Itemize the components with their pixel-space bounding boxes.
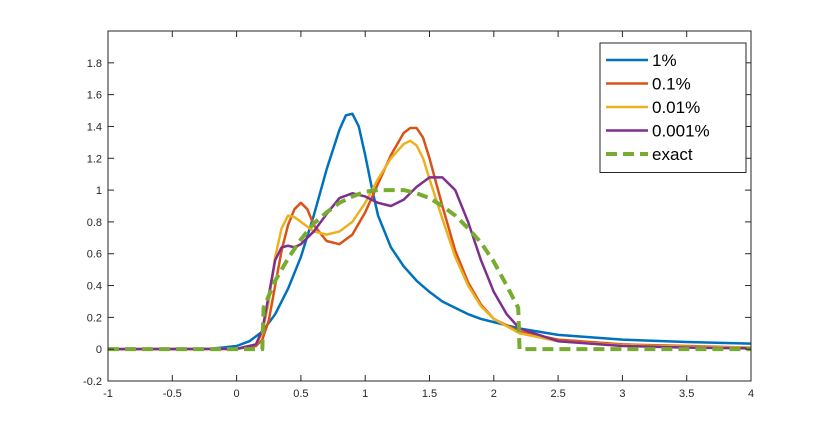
x-tick-label: 3.5 (679, 388, 694, 400)
legend-label: 0.01% (652, 98, 700, 117)
series-line-2 (107, 139, 752, 351)
x-tick-label: 0.5 (293, 388, 308, 400)
x-tick-label: 1 (362, 388, 368, 400)
x-tick-label: -0.5 (163, 388, 182, 400)
y-tick-label: 1.4 (87, 121, 102, 133)
y-tick-label: 1.8 (87, 58, 102, 70)
x-tick-label: 1.5 (422, 388, 437, 400)
y-tick-label: 0.4 (87, 281, 102, 293)
y-tick-label: 1 (96, 185, 102, 197)
x-tick-label: -1 (103, 388, 113, 400)
y-tick-label: 0.6 (87, 249, 102, 261)
legend: 1% 0.1% 0.01% 0.001% exact (599, 42, 747, 173)
x-tick-label: 0 (234, 388, 240, 400)
series-line-3 (107, 176, 752, 351)
series-line-4 (108, 188, 751, 352)
y-tick-label: 1.2 (87, 153, 102, 165)
y-tick-label: 0 (96, 344, 102, 356)
x-tick-label: 3 (619, 388, 625, 400)
y-tick-label: -0.2 (83, 376, 102, 388)
legend-label: 0.1% (652, 75, 691, 94)
legend-label: 0.001% (652, 122, 710, 141)
x-tick-label: 4 (748, 388, 754, 400)
y-tick-label: 1.6 (87, 90, 102, 102)
y-tick-label: 0.2 (87, 312, 102, 324)
x-tick-label: 2 (491, 388, 497, 400)
legend-label: exact (652, 145, 693, 164)
axes-layer: -1 -0.5 0 0.5 1 1.5 2 2.5 3 3.5 4 -0.2 0 0.2 0.4 0.6 0.8… (83, 30, 754, 400)
series-layer (107, 112, 752, 352)
y-tick-label: 0.8 (87, 217, 102, 229)
x-tick-label: 2.5 (550, 388, 565, 400)
legend-label: 1% (652, 51, 677, 70)
